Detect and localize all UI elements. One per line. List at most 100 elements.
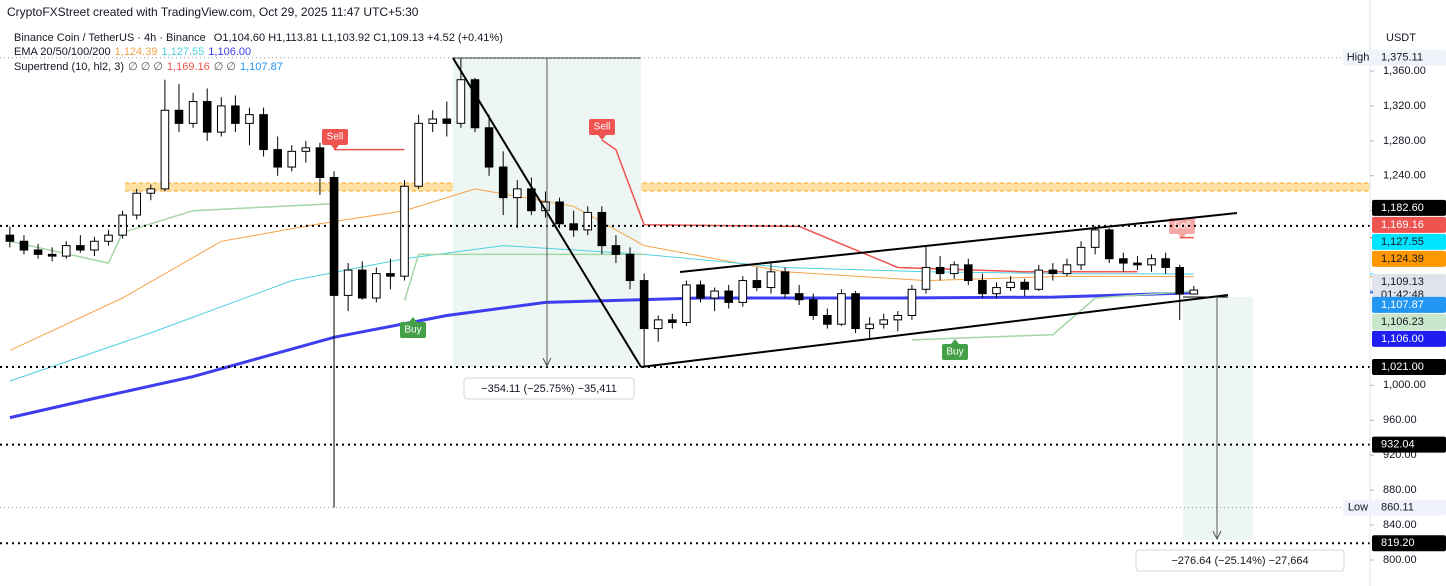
indicator-name: Supertrend (10, hl2, 3) [14, 61, 124, 73]
candle-body [879, 319, 889, 325]
candle-body [47, 253, 57, 257]
indicator-value: 1,124.39 [115, 46, 158, 58]
candle-body [160, 109, 170, 190]
signal-label: Buy [946, 347, 963, 358]
candle-body [1147, 258, 1156, 266]
candle-body [555, 201, 564, 225]
candle-body [287, 150, 297, 168]
price-label: 1,124.39 [1381, 253, 1424, 265]
price-label: 1,107.87 [1381, 299, 1424, 311]
price-tag-box [1343, 499, 1372, 516]
trend-line [640, 294, 1229, 368]
signal-label: Sell [594, 122, 611, 133]
axis-unit: USDT [1386, 32, 1416, 44]
price-label: 932.04 [1381, 439, 1415, 451]
indicator-name: EMA 20/50/100/200 [14, 46, 111, 58]
y-tick-label: 1,240.00 [1383, 170, 1426, 182]
candle-body [315, 147, 325, 179]
watermark: CryptoFXStreet created with TradingView.… [7, 5, 419, 19]
y-tick-label: 1,320.00 [1383, 100, 1426, 112]
price-label-box [1372, 233, 1446, 250]
candle-body [357, 269, 367, 299]
candle-body [104, 234, 113, 242]
candle-body [146, 188, 156, 194]
candle-body [696, 284, 705, 299]
signal: Sell [589, 119, 615, 140]
candle-body [76, 245, 85, 251]
candle-body [724, 290, 733, 303]
candle-body [202, 101, 212, 133]
price-label-box [1372, 49, 1446, 66]
candle-body [907, 288, 917, 316]
candle-body [611, 245, 621, 255]
candle-body [61, 245, 71, 257]
price-label-box [1372, 199, 1446, 216]
candle-body [1034, 269, 1044, 290]
candle-body [766, 271, 776, 289]
signal-box [322, 129, 348, 145]
symbol-title: Binance Coin / TetherUS · 4h · Binance [14, 32, 206, 44]
resistance-zone [125, 183, 1370, 191]
candle-body [921, 266, 931, 290]
signal-label: Buy [404, 325, 421, 336]
signal-box [942, 344, 968, 360]
arrow-head [542, 357, 552, 368]
arrow-head [1212, 530, 1222, 541]
price-label-box [1372, 436, 1446, 453]
candle-body [794, 293, 804, 301]
candle-body [653, 319, 663, 330]
price-label-box [1372, 313, 1446, 330]
indicator-value: 1,107.87 [240, 61, 283, 73]
legend-line: Binance Coin / TetherUS · 4h · Binance O1… [14, 32, 503, 44]
trend-line [679, 212, 1238, 273]
signal-label: Sell [327, 132, 344, 143]
indicator-value: 1,127.55 [161, 46, 204, 58]
candle-body [343, 269, 353, 296]
price-label-box [1372, 296, 1446, 313]
signal-pointer [1178, 234, 1186, 239]
signal-pointer [409, 317, 417, 322]
signal: Buy [942, 339, 968, 360]
candle-body [245, 114, 254, 124]
candle-body [639, 280, 649, 330]
indicator-value: ∅ ∅ [214, 61, 236, 73]
candle-body [216, 105, 226, 133]
price-label-box [1372, 273, 1446, 302]
candle-body [273, 149, 282, 168]
candle-body [1006, 281, 1015, 289]
legend-line: EMA 20/50/100/200 1,124.39 1,127.55 1,106.0… [14, 46, 251, 58]
candle-body [992, 287, 1001, 295]
candle-body [90, 240, 99, 251]
measure-box [1183, 297, 1253, 540]
candle-body [935, 266, 945, 275]
measure-label-box [463, 377, 635, 400]
candle-body [231, 105, 240, 124]
price-label-box [1372, 535, 1446, 552]
y-tick-label: 880.00 [1383, 484, 1417, 496]
candle-body [1161, 258, 1170, 268]
y-tick-label: 840.00 [1383, 519, 1417, 531]
candle-body [1090, 229, 1100, 248]
candle-body [1020, 281, 1029, 290]
y-tick-label: 1,280.00 [1383, 135, 1426, 147]
ema-line [9, 291, 1194, 420]
candle-body [865, 323, 874, 330]
candle-body [174, 109, 184, 124]
candle-body [132, 192, 142, 216]
candle-body [978, 280, 987, 295]
candle-body [1076, 246, 1086, 266]
price-label: 1,106.00 [1381, 333, 1424, 345]
price-label-box [1372, 216, 1446, 233]
y-tick-label: 800.00 [1383, 554, 1417, 566]
price-label: 1,021.00 [1381, 361, 1424, 373]
candle-body [414, 122, 423, 187]
candle-body [19, 240, 29, 251]
candle-body [5, 234, 15, 242]
measure-label: −354.11 (−25.75%) −35,411 [481, 383, 617, 395]
candle-body [470, 79, 480, 129]
candle-body [949, 264, 959, 275]
candle-body [484, 127, 494, 168]
